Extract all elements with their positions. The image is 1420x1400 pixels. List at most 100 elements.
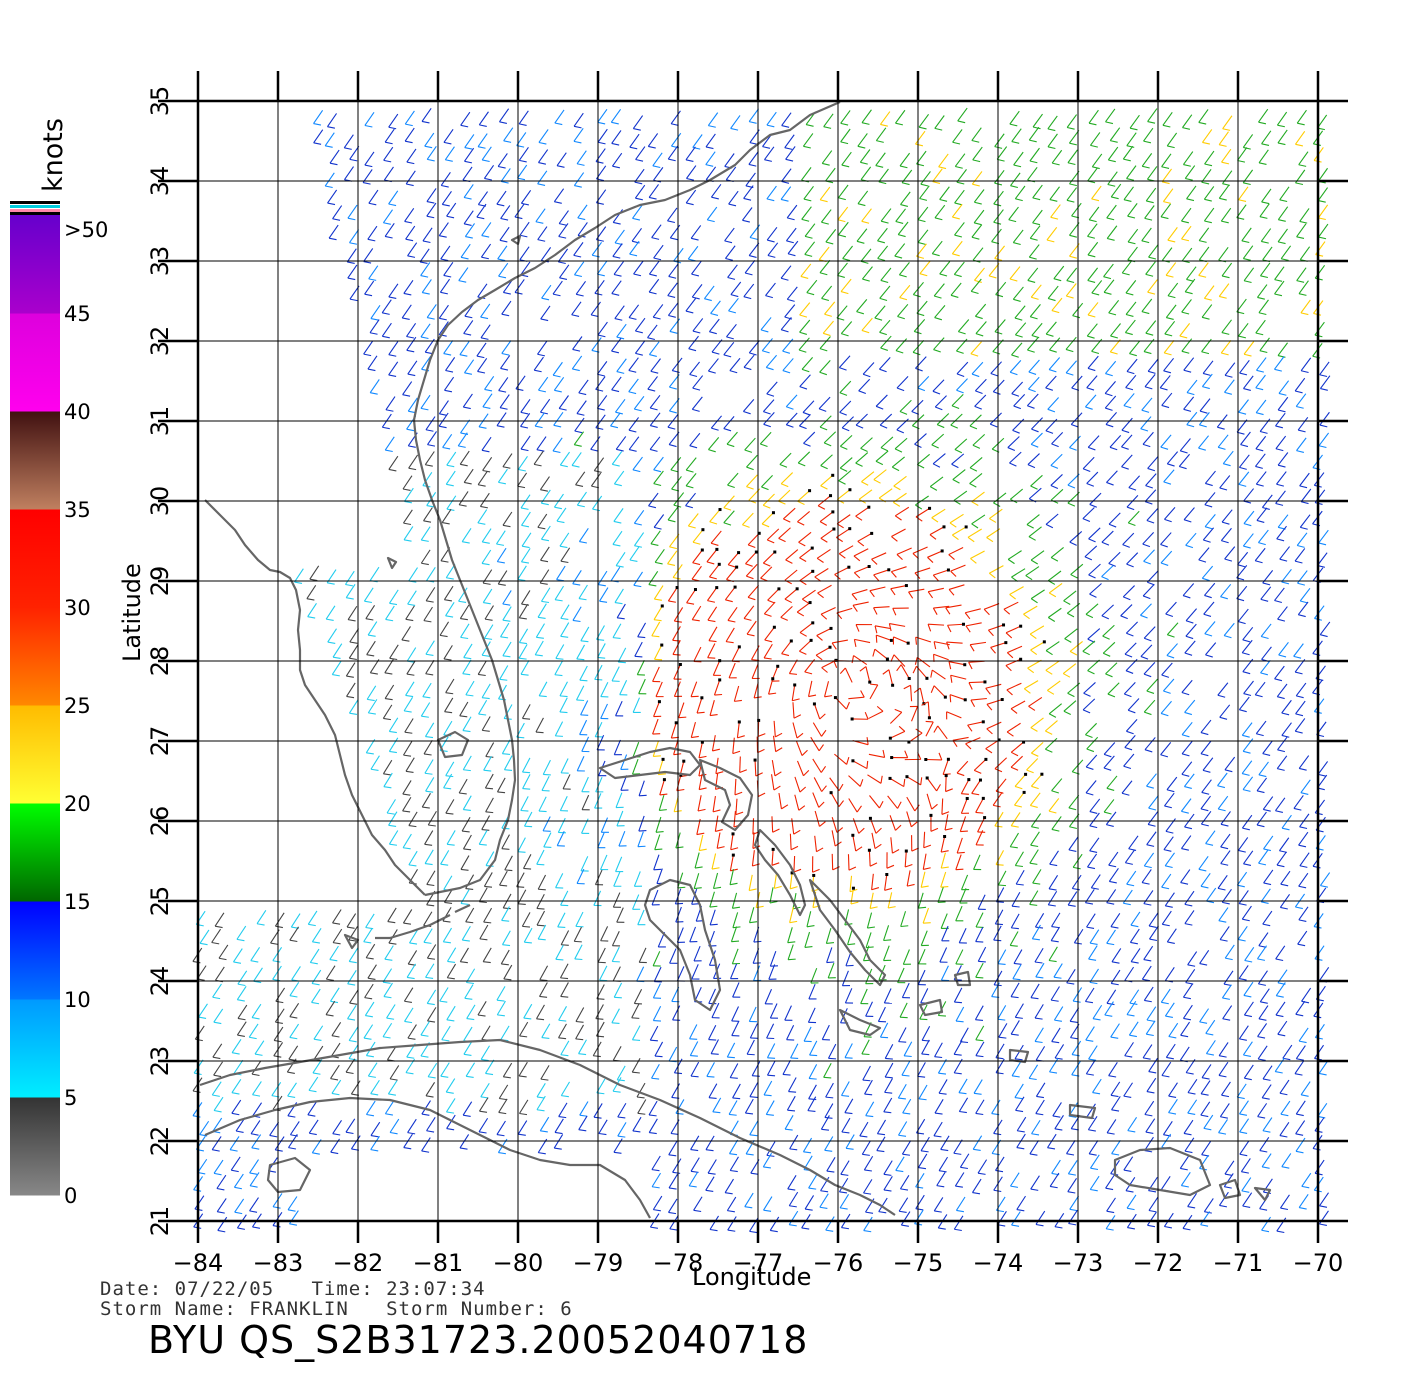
wind-barb [477, 471, 488, 486]
wind-barb-flag [1123, 199, 1132, 202]
wind-barb-flag [818, 408, 827, 412]
wind-barb-flag [1045, 669, 1053, 675]
wind-barb-flag [382, 312, 390, 315]
wind-barb-flag [669, 410, 677, 414]
wind-barb-flag [838, 553, 846, 559]
wind-barb-flag [1185, 620, 1194, 624]
wind-barb [694, 852, 700, 869]
wind-barb-flag [427, 1002, 435, 1006]
wind-barb-flag [485, 787, 494, 790]
wind-barb-flag [914, 572, 921, 579]
wind-barb [974, 303, 987, 317]
wind-barb [443, 585, 454, 600]
wind-barb [439, 621, 450, 636]
wind-barb-flag [552, 374, 561, 378]
wind-barb-flag [1255, 560, 1263, 564]
wind-barb [707, 587, 718, 601]
wind-barb [880, 267, 892, 281]
wind-barb-flag [370, 392, 378, 395]
wind-barb-flag [1147, 291, 1156, 295]
wind-barb-flag [800, 275, 809, 279]
wind-barb-flag [659, 793, 668, 796]
wind-barb [729, 357, 741, 371]
wind-barb-flag [734, 791, 743, 796]
wind-barb [648, 260, 660, 275]
wind-barb-flag [1221, 352, 1229, 356]
wind-barb [1317, 167, 1328, 182]
wind-barb-flag [921, 1053, 930, 1056]
wind-barb-flag [385, 618, 394, 622]
wind-barb-flag [1069, 142, 1077, 146]
wind-barb-flag [1046, 239, 1055, 243]
wind-barb [862, 362, 875, 375]
wind-barb-flag [1298, 429, 1306, 433]
wind-barb [1243, 1001, 1254, 1016]
wind-barb [612, 892, 621, 908]
wind-barb-flag [1031, 296, 1039, 300]
wind-barb-flag [875, 460, 884, 466]
wind-barb [1185, 623, 1197, 637]
wind-barb [1298, 151, 1309, 166]
wind-barb-flag [1108, 864, 1117, 868]
wind-barb [1260, 228, 1272, 242]
wind-barb [521, 511, 531, 526]
wind-barb-flag [484, 388, 493, 392]
wind-barb [289, 926, 299, 941]
wind-barb [1066, 267, 1078, 281]
wind-barb [692, 318, 704, 332]
rain-flag [946, 568, 950, 572]
wind-barb-flag [521, 561, 530, 564]
wind-barb-flag [1143, 560, 1151, 565]
wind-barb-flag [653, 619, 662, 622]
wind-barb-flag [1167, 239, 1176, 243]
wind-barb-flag [850, 901, 859, 905]
wind-barb [636, 660, 645, 675]
wind-barb [1186, 411, 1198, 426]
wind-barb-flag [368, 712, 376, 715]
wind-barb [1030, 813, 1042, 828]
wind-barb-flag [1162, 124, 1171, 128]
wind-barb-flag [612, 255, 621, 259]
wind-barb-flag [1111, 982, 1119, 986]
wind-barb-flag [712, 809, 721, 813]
wind-barb-flag [651, 635, 660, 638]
wind-barb-flag [654, 848, 663, 851]
wind-barb [573, 242, 584, 256]
wind-barb-flag [809, 1077, 817, 1080]
wind-barb-flag [1203, 613, 1212, 617]
wind-barb-flag [423, 620, 432, 623]
wind-barb [951, 393, 964, 407]
wind-barb [233, 948, 243, 963]
wind-barb-flag [387, 812, 395, 815]
wind-barb-flag [484, 885, 493, 888]
wind-barb [1161, 153, 1172, 168]
wind-barb-flag [406, 335, 415, 339]
wind-barb [840, 128, 851, 143]
wind-barb [615, 700, 623, 716]
wind-barb [691, 565, 702, 580]
wind-barb [1221, 262, 1233, 277]
wind-barb [445, 357, 456, 371]
wind-barb [459, 450, 470, 465]
wind-barb-flag [347, 1018, 356, 1021]
rain-flag [907, 740, 911, 744]
wind-barb [1200, 1080, 1211, 1095]
wind-barb [1014, 792, 1025, 806]
wind-barb [1204, 470, 1216, 484]
wind-barb [1103, 279, 1115, 293]
wind-barb-flag [1128, 487, 1137, 491]
wind-barb [439, 278, 451, 293]
wind-barb [1125, 280, 1137, 294]
wind-barb-flag [873, 607, 878, 615]
wind-barb [1130, 948, 1141, 963]
wind-barb-flag [781, 329, 789, 333]
wind-barb-flag [573, 140, 582, 144]
wind-barb [1035, 1046, 1046, 1061]
wind-barb-flag [819, 821, 826, 827]
wind-barb-flag [929, 486, 938, 491]
wind-barb-flag [1089, 503, 1098, 508]
wind-barb-flag [894, 708, 902, 713]
wind-barb-flag [213, 1109, 222, 1113]
wind-barb [1054, 1044, 1065, 1059]
wind-barb [956, 760, 969, 774]
